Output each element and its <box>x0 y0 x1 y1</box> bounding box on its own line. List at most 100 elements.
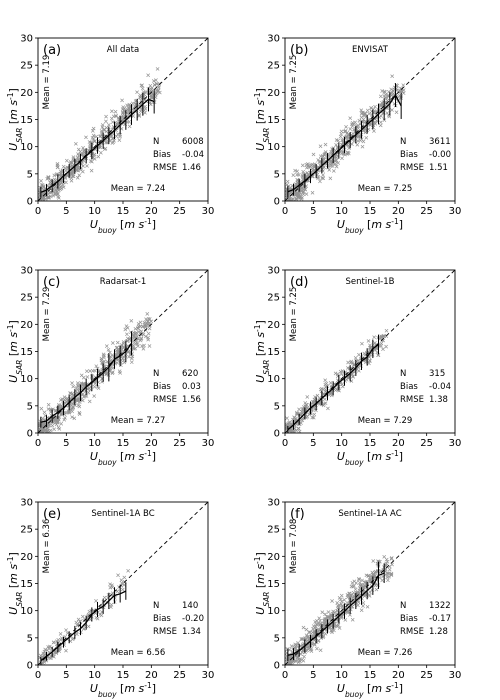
scatter-point <box>333 613 338 618</box>
scatter-point <box>357 591 361 595</box>
scatter-point <box>118 118 123 123</box>
scatter-point <box>366 339 371 343</box>
scatter-point <box>304 633 309 638</box>
scatter-point <box>76 383 80 388</box>
scatter-point <box>55 165 60 170</box>
x-tick-label: 5 <box>310 438 316 449</box>
scatter-point <box>311 152 316 157</box>
panel-letter: (d) <box>290 275 308 290</box>
scatter-point <box>346 601 351 605</box>
scatter-point <box>329 150 333 154</box>
scatter-point <box>147 326 152 331</box>
scatter-point <box>316 176 320 181</box>
scatter-point <box>53 415 58 419</box>
scatter-point <box>100 125 105 129</box>
scatter-point <box>330 599 334 603</box>
y-tick-label: 30 <box>20 34 33 45</box>
scatter-point <box>308 630 312 635</box>
scatter-point <box>322 165 326 170</box>
scatter-point <box>121 108 126 113</box>
x-axis-label: Ubuoy [m s-1] <box>90 449 156 467</box>
scatter-point <box>144 317 148 322</box>
scatter-point <box>86 624 91 629</box>
scatter-point <box>401 91 406 96</box>
scatter-point <box>325 628 329 633</box>
scatter-point <box>320 176 324 180</box>
scatter-point <box>93 147 98 151</box>
scatter-point <box>69 397 74 402</box>
scatter-point <box>293 168 297 173</box>
x-tick-label: 15 <box>117 670 130 681</box>
plot-content <box>38 270 208 433</box>
panel-c: 0 5 10 15 20 25 30 0 5 10 15 20 25 30 Ubuoy [m s-1] USA… <box>6 266 215 467</box>
stat-n-value: 620 <box>182 369 198 379</box>
scatter-point <box>356 123 361 128</box>
scatter-point <box>54 422 59 427</box>
scatter-point <box>99 356 104 361</box>
stat-rmse-value: 1.46 <box>182 163 201 173</box>
scatter-point <box>348 613 352 617</box>
scatter-point <box>111 114 116 119</box>
scatter-point <box>300 650 304 655</box>
scatter-point <box>40 416 45 421</box>
scatter-point <box>75 623 80 628</box>
y-axis-label: USAR [m s-1] <box>6 88 24 151</box>
stat-bias-label: Bias <box>153 614 171 624</box>
scatter-point <box>123 327 128 332</box>
scatter-point <box>91 155 96 160</box>
scatter-point <box>384 557 389 562</box>
scatter-point <box>46 402 51 407</box>
scatter-point <box>361 119 366 124</box>
scatter-point <box>299 637 304 641</box>
panel-letter: (a) <box>43 43 61 58</box>
scatter-point <box>58 632 63 636</box>
scatter-point <box>391 91 396 96</box>
scatter-point <box>106 347 111 352</box>
scatter-point <box>400 89 405 94</box>
scatter-point <box>300 175 305 179</box>
x-tick-label: 30 <box>202 670 215 681</box>
scatter-point <box>92 394 97 398</box>
scatter-point <box>104 114 108 119</box>
scatter-point <box>42 410 47 415</box>
scatter-point <box>306 173 311 177</box>
scatter-point <box>64 158 69 163</box>
scatter-point <box>110 120 115 124</box>
scatter-point <box>135 90 139 95</box>
scatter-point <box>129 352 133 357</box>
scatter-point <box>51 193 56 198</box>
scatter-point <box>298 657 302 661</box>
scatter-point <box>108 582 112 587</box>
scatter-point <box>389 557 394 561</box>
scatter-point <box>389 573 394 577</box>
scatter-point <box>381 347 385 352</box>
x-tick-label: 20 <box>392 206 405 217</box>
scatter-point <box>91 126 96 131</box>
y-tick-label: 5 <box>274 401 280 412</box>
x-tick-label: 15 <box>117 438 130 449</box>
scatter-point <box>72 401 77 406</box>
scatter-point <box>350 122 354 127</box>
x-tick-label: 25 <box>420 438 433 449</box>
y-tick-label: 5 <box>274 169 280 180</box>
scatter-point <box>301 169 306 174</box>
scatter-point <box>41 653 46 657</box>
scatter-point <box>316 175 321 179</box>
scatter-point <box>43 647 48 652</box>
scatter-point <box>64 648 68 653</box>
scatter-point <box>96 154 101 159</box>
scatter-point <box>80 614 85 619</box>
scatter-point <box>147 317 152 321</box>
y-tick-label: 25 <box>267 61 280 72</box>
scatter-point <box>55 192 60 196</box>
scatter-point <box>310 190 315 195</box>
scatter-point <box>102 147 107 152</box>
scatter-point <box>85 375 90 379</box>
scatter-point <box>41 184 46 188</box>
scatter-point <box>81 145 85 150</box>
panel-letter: (e) <box>43 507 61 522</box>
scatter-point <box>362 583 367 588</box>
scatter-point <box>154 81 159 86</box>
y-axis-label: USAR [m s-1] <box>253 88 271 151</box>
scatter-point <box>118 134 122 139</box>
